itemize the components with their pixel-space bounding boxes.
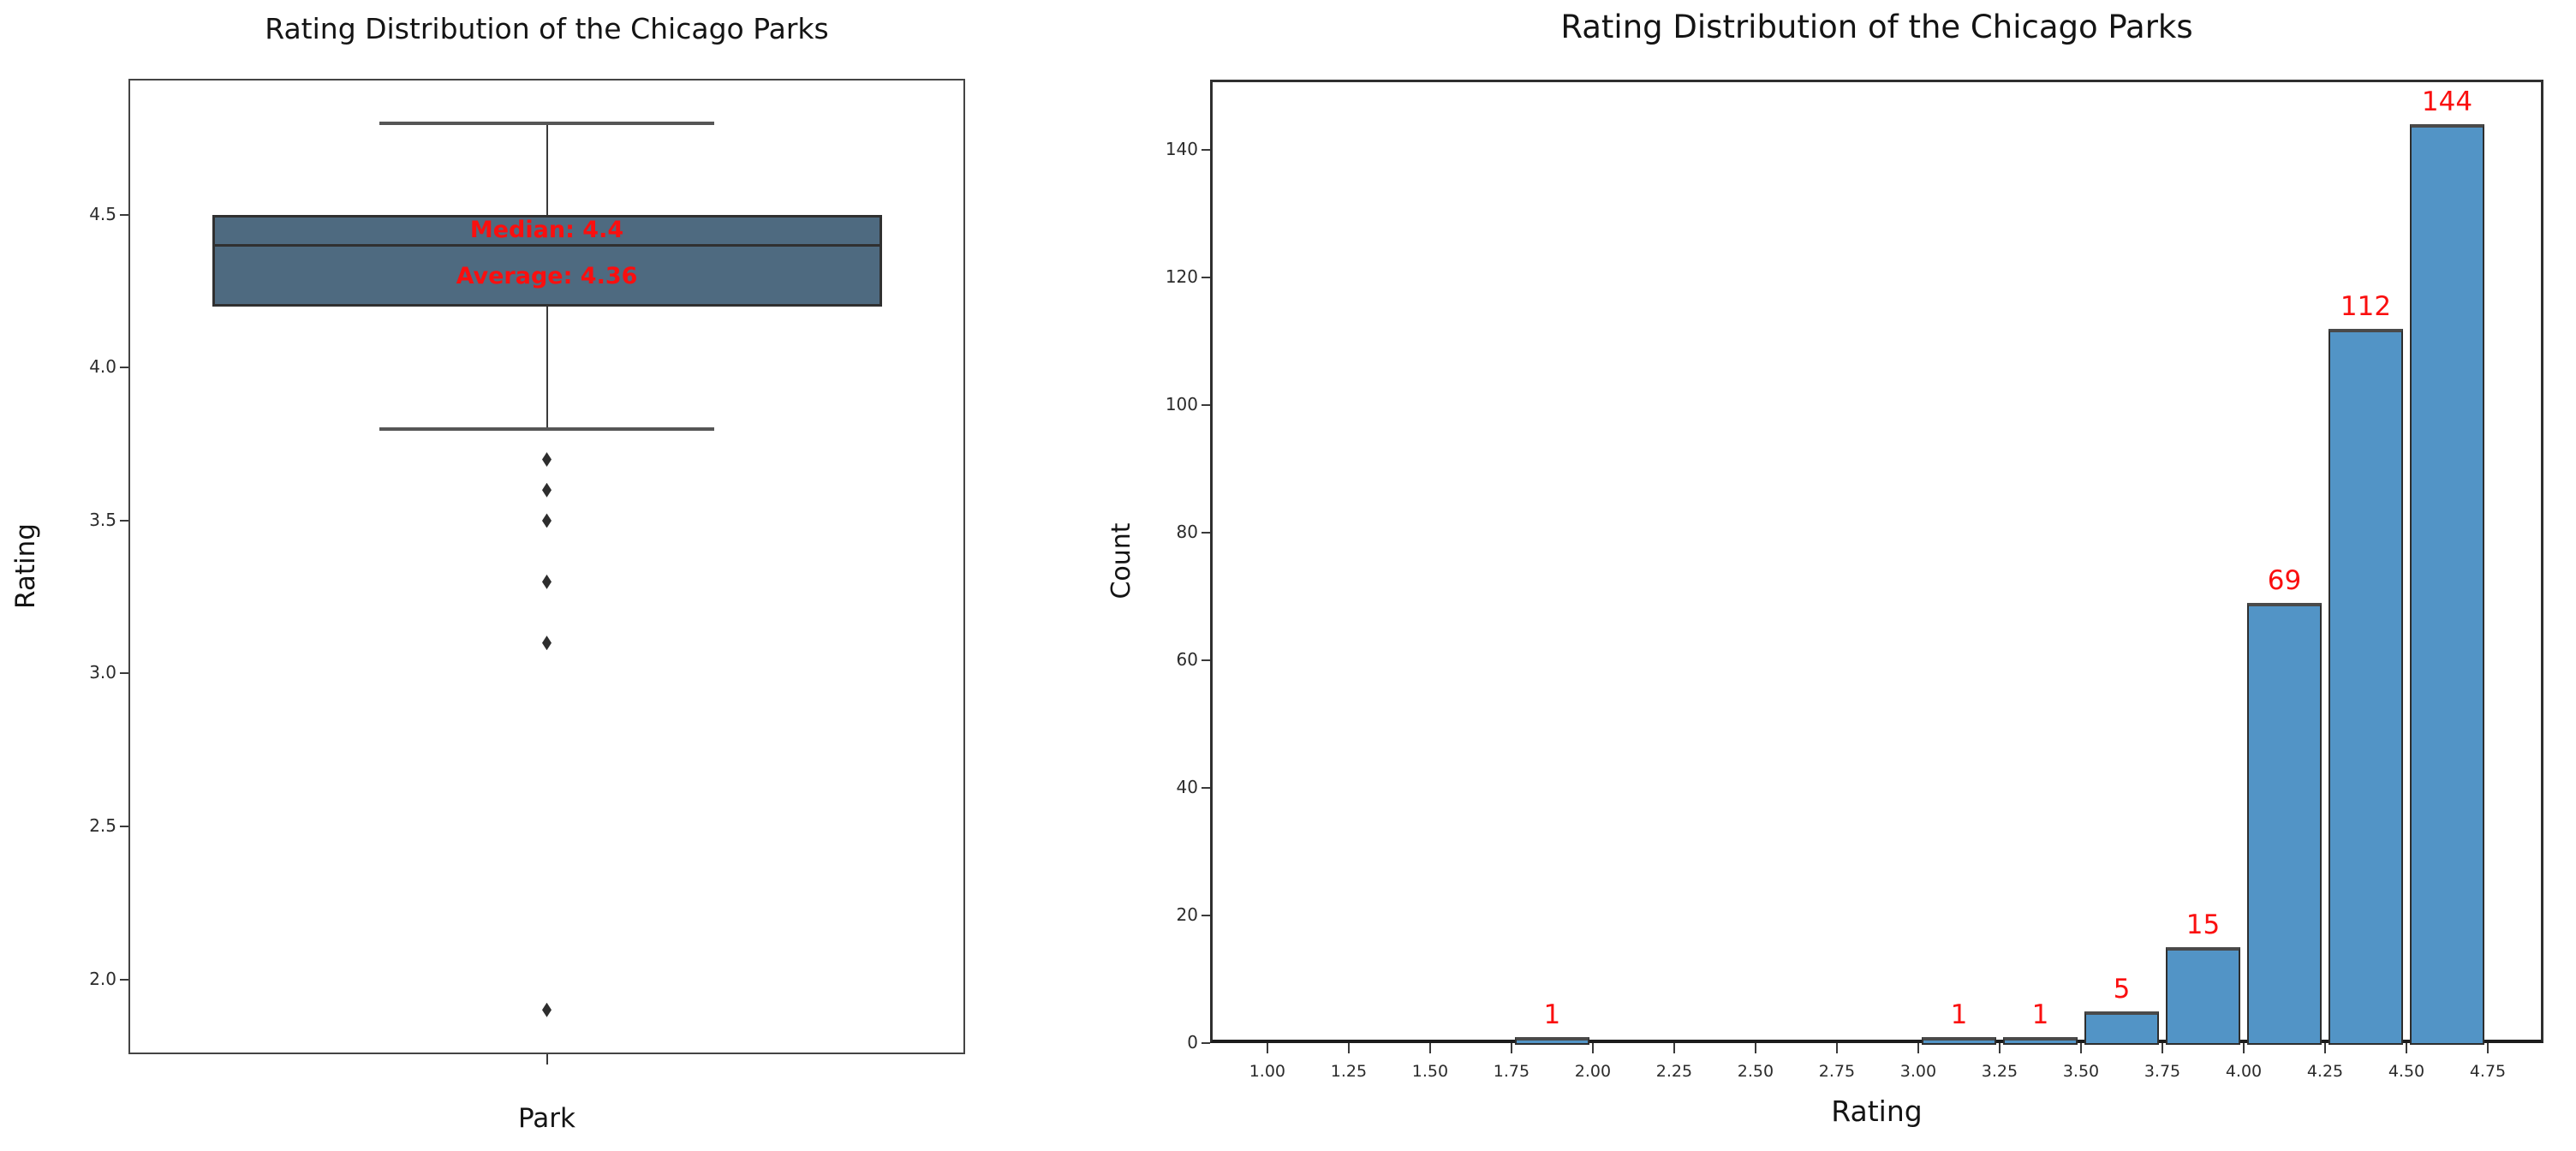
outlier-marker [542,513,552,528]
histogram-bar [2328,328,2404,1045]
outlier-marker [542,635,552,651]
y-tick-mark [1202,659,1210,661]
y-tick-label: 4.5 [89,203,116,224]
bar-count-label: 112 [2340,290,2392,322]
bar-count-label: 1 [1543,999,1561,1030]
y-tick-label: 140 [1165,138,1198,159]
x-tick-label: 3.00 [1899,1062,1937,1081]
x-tick-label: 1.00 [1249,1062,1286,1081]
y-tick-mark [120,672,128,675]
x-tick-mark [1428,1043,1431,1053]
y-tick-label: 20 [1176,904,1198,925]
average-annotation: Average: 4.36 [456,262,638,289]
x-tick-mark [1754,1043,1756,1053]
bar-count-label: 69 [2267,564,2302,596]
histogram-x-axis-label: Rating [1831,1094,1923,1128]
x-tick-label: 3.25 [1981,1062,2018,1081]
boxplot-title: Rating Distribution of the Chicago Parks [265,12,829,45]
bar-count-label: 15 [2185,909,2221,941]
x-tick-mark [2242,1043,2245,1053]
x-tick-mark [2161,1043,2163,1053]
x-tick-label: 2.00 [1574,1062,1612,1081]
y-tick-mark [120,519,128,522]
x-tick-mark [1917,1043,1919,1053]
histogram-plot-area [1210,80,2543,1043]
y-tick-mark [120,825,128,827]
x-tick-label: 2.50 [1737,1062,1774,1081]
x-tick-label: 2.75 [1818,1062,1856,1081]
x-tick-mark [2487,1043,2489,1053]
y-tick-label: 2.0 [89,968,116,989]
x-tick-mark [2406,1043,2407,1053]
histogram-title: Rating Distribution of the Chicago Parks [1560,9,2193,45]
histogram-bar [2246,602,2323,1045]
x-tick-mark [2079,1043,2082,1053]
x-tick-label: 1.25 [1330,1062,1368,1081]
x-tick-mark [2323,1043,2326,1053]
bar-count-label: 1 [1950,999,1968,1030]
x-tick-mark [1347,1043,1350,1053]
y-tick-label: 60 [1176,648,1198,670]
box [212,214,882,307]
y-tick-label: 0 [1187,1032,1198,1053]
histogram-bar [1514,1036,1590,1045]
x-tick-mark [1266,1043,1268,1053]
x-tick-mark [1591,1043,1594,1053]
boxplot-x-axis-label: Park [518,1103,575,1134]
y-tick-mark [1202,531,1210,534]
y-tick-mark [1202,148,1210,151]
x-tick-label: 1.50 [1411,1062,1449,1081]
y-tick-label: 2.5 [89,814,116,836]
x-tick-label: 3.75 [2144,1062,2181,1081]
boxplot-y-axis-label: Rating [10,523,41,609]
x-tick-label: 4.75 [2469,1062,2507,1081]
histogram-y-axis-label: Count [1106,522,1136,599]
histogram-bar [2409,124,2485,1045]
x-tick-mark [546,1054,548,1065]
x-tick-label: 4.50 [2388,1062,2425,1081]
outlier-marker [542,482,552,498]
whisker-cap-bottom [379,426,714,431]
x-tick-mark [1673,1043,1675,1053]
y-tick-mark [1202,276,1210,278]
y-tick-mark [1202,403,1210,406]
y-tick-mark [120,213,128,216]
x-tick-label: 4.00 [2225,1062,2263,1081]
y-tick-mark [120,978,128,981]
y-tick-label: 3.5 [89,509,116,530]
x-tick-mark [1998,1043,2001,1053]
median-annotation: Median: 4.4 [469,216,624,243]
x-tick-label: 2.25 [1655,1062,1693,1081]
bar-count-label: 5 [2113,973,2131,1005]
outlier-marker [542,1002,552,1017]
x-tick-label: 4.25 [2306,1062,2344,1081]
y-tick-label: 120 [1165,265,1198,287]
whisker-cap-top [379,121,714,125]
x-tick-label: 1.75 [1493,1062,1530,1081]
y-tick-mark [1202,914,1210,916]
histogram-bar [1921,1036,1997,1045]
boxplot-plot-area [128,79,965,1054]
histogram-bar [2165,947,2241,1045]
y-tick-label: 3.0 [89,662,116,683]
y-tick-label: 80 [1176,521,1198,542]
bar-count-label: 144 [2421,86,2473,118]
histogram-bar [2002,1036,2078,1045]
y-tick-label: 40 [1176,776,1198,797]
x-tick-label: 3.50 [2062,1062,2100,1081]
bar-count-label: 1 [2031,999,2049,1030]
outlier-marker [542,452,552,468]
median-line [212,244,882,247]
y-tick-mark [1202,1042,1210,1044]
y-tick-mark [1202,786,1210,789]
x-tick-mark [1835,1043,1838,1053]
y-tick-label: 100 [1165,393,1198,414]
y-tick-mark [120,367,128,369]
histogram-bar [2084,1011,2160,1045]
y-tick-label: 4.0 [89,356,116,378]
outlier-marker [542,574,552,589]
x-tick-mark [1510,1043,1512,1053]
